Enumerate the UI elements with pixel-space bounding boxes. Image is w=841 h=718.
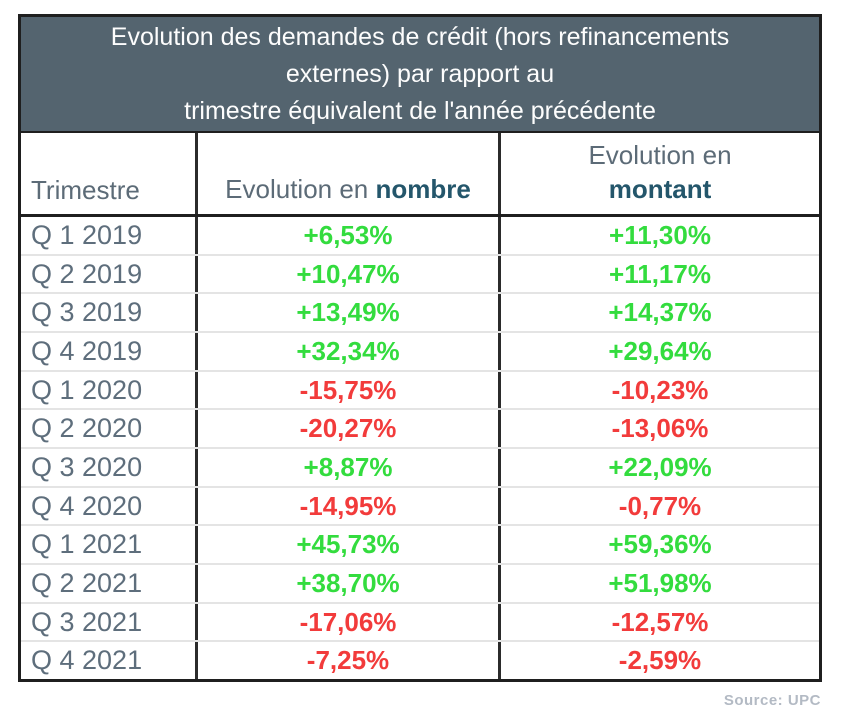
evolution-montant-cell: +51,98% xyxy=(498,565,819,602)
table-title-line-2: externes) par rapport au xyxy=(285,59,555,88)
evolution-nombre-cell: +13,49% xyxy=(195,294,498,332)
table-row: Q 4 2021 -7,25% -2,59% xyxy=(21,640,819,680)
evolution-montant-cell: -0,77% xyxy=(498,487,819,525)
quarter-cell: Q 1 2019 xyxy=(31,219,143,250)
table-row: Q 2 2019 +10,47% +11,17% xyxy=(21,253,819,293)
table-row: Q 3 2021 -17,06% -12,57% xyxy=(21,601,819,641)
quarter-cell: Q 4 2020 xyxy=(31,490,143,521)
table-title-line-3: trimestre équivalent de l'année précéden… xyxy=(184,96,656,125)
evolution-nombre-cell: -15,75% xyxy=(195,371,498,409)
table-row: Q 4 2019 +32,34% +29,64% xyxy=(21,331,819,370)
evolution-nombre-cell: -17,06% xyxy=(195,603,498,641)
quarter-cell: Q 2 2019 xyxy=(31,258,143,289)
evolution-montant-cell: -13,06% xyxy=(498,410,819,448)
quarter-cell: Q 1 2020 xyxy=(31,374,143,405)
evolution-montant-cell: +14,37% xyxy=(498,294,819,332)
evolution-nombre-cell: -14,95% xyxy=(195,487,498,525)
table-row: Q 3 2019 +13,49% +14,37% xyxy=(21,292,819,332)
quarter-cell: Q 2 2020 xyxy=(31,413,143,444)
evolution-montant-cell: +11,17% xyxy=(498,255,819,293)
column-header-montant-label: Evolution en montant xyxy=(588,140,732,204)
evolution-nombre-cell: +45,73% xyxy=(195,526,498,564)
column-header-montant: Evolution en montant xyxy=(498,133,819,214)
table-row: Q 1 2021 +45,73% +59,36% xyxy=(21,524,819,564)
table-title-line-1: Evolution des demandes de crédit (hors r… xyxy=(110,22,730,51)
evolution-montant-cell: -12,57% xyxy=(498,603,819,641)
evolution-nombre-cell: +6,53% xyxy=(195,217,498,254)
column-header-trimestre: Trimestre xyxy=(21,133,195,214)
quarter-cell: Q 3 2020 xyxy=(31,451,143,482)
column-header-trimestre-label: Trimestre xyxy=(31,175,140,205)
table-row: Q 2 2020 -20,27% -13,06% xyxy=(21,408,819,448)
evolution-nombre-cell: +38,70% xyxy=(195,565,498,602)
evolution-nombre-cell: -20,27% xyxy=(195,410,498,448)
evolution-montant-cell: +22,09% xyxy=(498,449,819,486)
evolution-montant-cell: +59,36% xyxy=(498,526,819,564)
evolution-montant-cell: +11,30% xyxy=(498,217,819,254)
evolution-montant-cell: -10,23% xyxy=(498,371,819,409)
column-header-nombre: Evolution en nombre xyxy=(195,133,498,214)
quarter-cell: Q 2 2021 xyxy=(31,567,143,598)
quarter-cell: Q 3 2021 xyxy=(31,606,143,637)
quarter-cell: Q 4 2019 xyxy=(31,335,143,366)
evolution-nombre-cell: +32,34% xyxy=(195,333,498,370)
table-body: Q 1 2019 +6,53% +11,30% Q 2 2019 +10,47%… xyxy=(21,217,819,680)
column-header-row: Trimestre Evolution en nombre Evolution … xyxy=(21,133,819,217)
table-row: Q 1 2019 +6,53% +11,30% xyxy=(21,217,819,254)
source-credit: Source: UPC xyxy=(723,692,821,709)
credit-evolution-table: Evolution des demandes de crédit (hors r… xyxy=(18,14,822,682)
table-title: Evolution des demandes de crédit (hors r… xyxy=(21,17,819,133)
table-row: Q 1 2020 -15,75% -10,23% xyxy=(21,369,819,409)
quarter-cell: Q 1 2021 xyxy=(31,529,143,560)
evolution-nombre-cell: +10,47% xyxy=(195,255,498,293)
quarter-cell: Q 3 2019 xyxy=(31,297,143,328)
evolution-montant-cell: +29,64% xyxy=(498,333,819,370)
evolution-nombre-cell: -7,25% xyxy=(195,642,498,680)
evolution-nombre-cell: +8,87% xyxy=(195,449,498,486)
evolution-montant-cell: -2,59% xyxy=(498,642,819,680)
table-row: Q 2 2021 +38,70% +51,98% xyxy=(21,563,819,602)
table-row: Q 4 2020 -14,95% -0,77% xyxy=(21,485,819,525)
column-header-nombre-label: Evolution en nombre xyxy=(225,174,471,204)
quarter-cell: Q 4 2021 xyxy=(31,645,143,676)
table-row: Q 3 2020 +8,87% +22,09% xyxy=(21,447,819,486)
